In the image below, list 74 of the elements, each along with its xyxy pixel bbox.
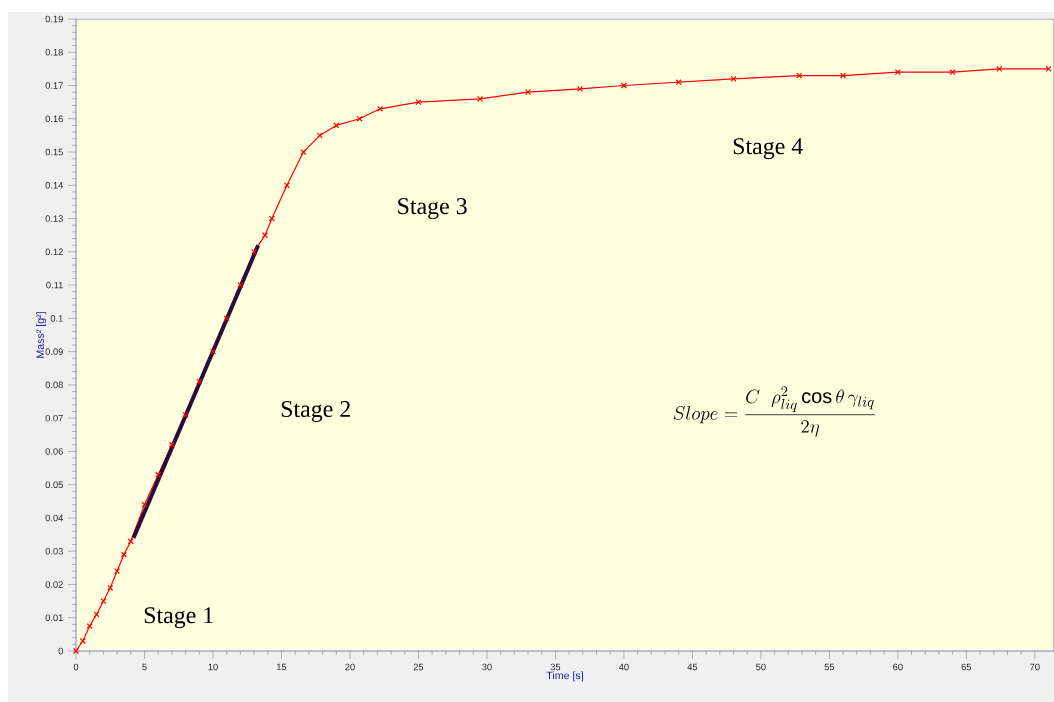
point bbox=[155, 471, 162, 478]
annotation: Stage 3 bbox=[398, 198, 467, 220]
point bbox=[730, 75, 737, 82]
point bbox=[949, 69, 956, 76]
x-tick-label: 0 bbox=[73, 663, 79, 671]
point bbox=[620, 82, 627, 89]
y-tick-label: 0.16 bbox=[45, 115, 63, 123]
point bbox=[141, 501, 148, 508]
point bbox=[377, 105, 384, 112]
y-tick-label: 0.13 bbox=[45, 215, 63, 222]
point bbox=[300, 148, 307, 156]
y-tick-label: 0.12 bbox=[45, 248, 63, 256]
y-tick-label: 0.17 bbox=[45, 82, 63, 89]
y-tick-label: 0.19 bbox=[45, 15, 63, 23]
x-tick-label: 45 bbox=[687, 663, 698, 671]
point bbox=[120, 551, 128, 558]
x-tick-label: 5 bbox=[142, 663, 147, 671]
y-tick-label: 0.18 bbox=[45, 48, 63, 56]
annotation: $Slope = \frac{C\ \ \rho_{liq}^{2}\cos\theta\,\gamma_{liq}}{2\eta}$ bbox=[673, 386, 875, 437]
y-tick-label: 0.05 bbox=[45, 481, 63, 488]
point bbox=[477, 95, 484, 102]
y-tick-label: 0.07 bbox=[45, 414, 63, 422]
point bbox=[996, 65, 1003, 72]
point bbox=[675, 79, 682, 86]
point bbox=[79, 637, 86, 645]
point bbox=[114, 568, 121, 575]
y-tick-label: 0.09 bbox=[45, 348, 63, 355]
x-axis-title: Time [s] bbox=[546, 671, 583, 682]
annotation: Stage 4 bbox=[733, 138, 803, 160]
y-tick-label: 0.04 bbox=[45, 514, 64, 522]
annotation: Stage 2 bbox=[281, 401, 350, 423]
x-tick-label: 10 bbox=[208, 663, 218, 671]
point bbox=[86, 622, 93, 630]
y-tick-label: 0.03 bbox=[45, 547, 63, 555]
point bbox=[415, 99, 422, 106]
point bbox=[237, 282, 244, 289]
x-tick-label: 55 bbox=[824, 663, 835, 671]
x-tick-label: 35 bbox=[550, 663, 561, 671]
y-tick-label: 0.06 bbox=[45, 448, 63, 455]
point bbox=[577, 85, 584, 92]
x-tick-label: 30 bbox=[482, 663, 492, 671]
y-tick-label: 0.01 bbox=[45, 614, 63, 622]
y-tick-label: 0.08 bbox=[45, 381, 63, 389]
x-tick-label: 25 bbox=[413, 663, 424, 671]
y-tick-label: 0.14 bbox=[45, 182, 64, 189]
y-tick-label: 0.02 bbox=[45, 581, 63, 588]
point bbox=[209, 348, 217, 355]
point bbox=[316, 132, 323, 139]
point bbox=[796, 72, 803, 79]
point bbox=[268, 215, 275, 222]
x-tick-label: 65 bbox=[961, 663, 972, 671]
point bbox=[168, 441, 175, 448]
x-tick-label: 50 bbox=[756, 663, 766, 671]
point bbox=[524, 89, 532, 96]
y-tick-label: 0.15 bbox=[45, 148, 63, 156]
x-tick-label: 60 bbox=[893, 663, 903, 671]
point bbox=[839, 72, 847, 79]
annotation: Stage 1 bbox=[144, 607, 213, 629]
x-tick-label: 40 bbox=[618, 663, 629, 671]
point bbox=[333, 122, 340, 129]
y-tick-label: 0.1 bbox=[50, 315, 63, 322]
point bbox=[283, 182, 291, 189]
point bbox=[250, 248, 258, 255]
x-tick-label: 15 bbox=[277, 663, 287, 671]
y-tick-label: 0.11 bbox=[46, 281, 63, 289]
point bbox=[356, 115, 363, 122]
point bbox=[1045, 65, 1052, 72]
x-tick-label: 70 bbox=[1030, 663, 1040, 671]
point bbox=[196, 378, 203, 385]
point bbox=[261, 232, 269, 239]
y-tick-label: 0 bbox=[58, 647, 63, 655]
point bbox=[100, 598, 107, 605]
x-tick-label: 20 bbox=[345, 663, 355, 671]
point bbox=[182, 411, 189, 418]
